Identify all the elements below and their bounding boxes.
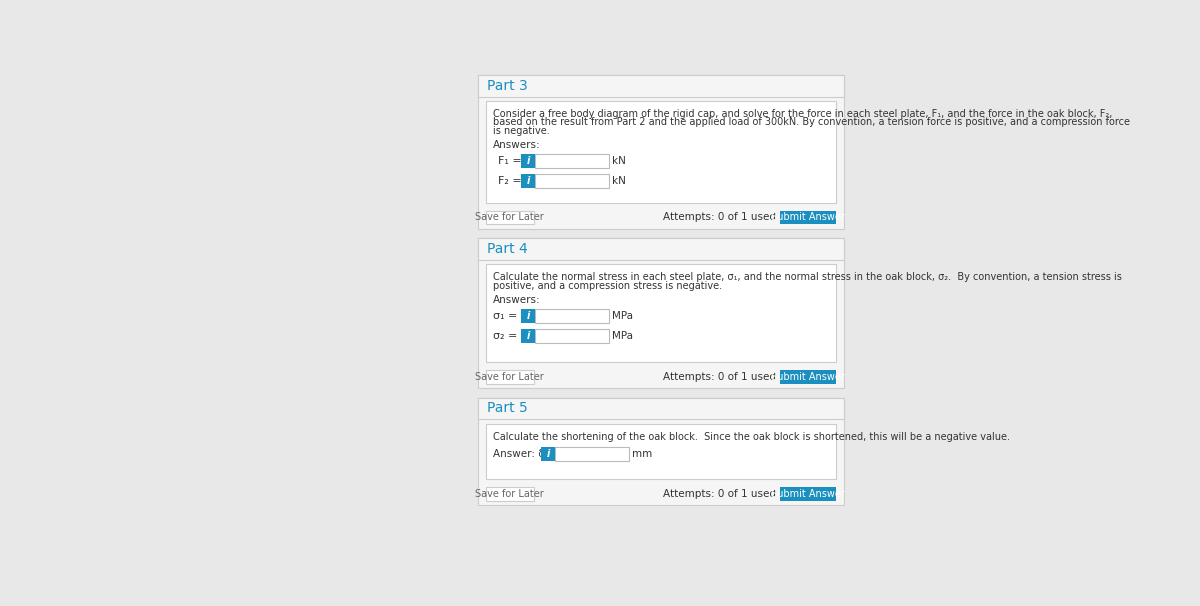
Bar <box>478 398 844 505</box>
Bar <box>478 75 844 229</box>
Text: MPa: MPa <box>612 331 632 341</box>
Text: Answers:: Answers: <box>493 141 541 150</box>
Text: Save for Later: Save for Later <box>475 213 544 222</box>
Bar <box>780 370 836 384</box>
Text: Part 3: Part 3 <box>487 79 528 93</box>
Text: Consider a free body diagram of the rigid cap, and solve for the force in each s: Consider a free body diagram of the rigi… <box>493 109 1112 119</box>
Text: Save for Later: Save for Later <box>475 372 544 382</box>
Text: Attempts: 0 of 1 used: Attempts: 0 of 1 used <box>664 489 776 499</box>
Text: i: i <box>527 156 530 166</box>
Bar <box>521 155 535 168</box>
Bar <box>486 487 534 501</box>
Text: positive, and a compression stress is negative.: positive, and a compression stress is ne… <box>493 281 722 291</box>
Bar <box>535 175 608 188</box>
Bar <box>521 329 535 343</box>
Bar <box>535 309 608 323</box>
Bar <box>521 175 535 188</box>
Text: Calculate the normal stress in each steel plate, σ₁, and the normal stress in th: Calculate the normal stress in each stee… <box>493 272 1122 282</box>
Bar <box>556 447 629 461</box>
Bar <box>478 75 844 96</box>
Text: Part 5: Part 5 <box>487 401 528 416</box>
Bar <box>780 487 836 501</box>
Text: Submit Answer: Submit Answer <box>772 213 845 222</box>
Text: Answer: δ₂ =: Answer: δ₂ = <box>493 449 562 459</box>
Text: Submit Answer: Submit Answer <box>772 372 845 382</box>
Text: mm: mm <box>632 449 653 459</box>
Text: i: i <box>547 449 550 459</box>
Bar <box>780 210 836 224</box>
Text: MPa: MPa <box>612 311 632 321</box>
Text: kN: kN <box>612 176 625 186</box>
Text: Calculate the shortening of the oak block.  Since the oak block is shortened, th: Calculate the shortening of the oak bloc… <box>493 431 1010 442</box>
Text: Attempts: 0 of 1 used: Attempts: 0 of 1 used <box>664 372 776 382</box>
Bar <box>486 101 836 203</box>
Bar <box>486 210 534 224</box>
Bar <box>486 264 836 362</box>
Bar <box>535 329 608 343</box>
Bar <box>478 238 844 388</box>
Bar <box>521 309 535 323</box>
Bar <box>541 447 556 461</box>
Text: i: i <box>527 331 530 341</box>
Bar <box>478 398 844 419</box>
Text: kN: kN <box>612 156 625 166</box>
Text: σ₂ =: σ₂ = <box>493 331 517 341</box>
Text: is negative.: is negative. <box>493 126 550 136</box>
Bar <box>486 370 534 384</box>
Text: i: i <box>527 311 530 321</box>
Text: Part 4: Part 4 <box>487 242 528 256</box>
Text: based on the result from Part 2 and the applied load of 300kN. By convention, a : based on the result from Part 2 and the … <box>493 118 1130 127</box>
Text: Submit Answer: Submit Answer <box>772 489 845 499</box>
Text: Answers:: Answers: <box>493 295 541 305</box>
Text: i: i <box>527 176 530 186</box>
Text: F₁ =: F₁ = <box>498 156 522 166</box>
Bar <box>478 238 844 260</box>
Bar <box>486 424 836 479</box>
Text: σ₁ =: σ₁ = <box>493 311 517 321</box>
Text: Save for Later: Save for Later <box>475 489 544 499</box>
Text: F₂ =: F₂ = <box>498 176 522 186</box>
Text: Attempts: 0 of 1 used: Attempts: 0 of 1 used <box>664 213 776 222</box>
Bar <box>535 155 608 168</box>
